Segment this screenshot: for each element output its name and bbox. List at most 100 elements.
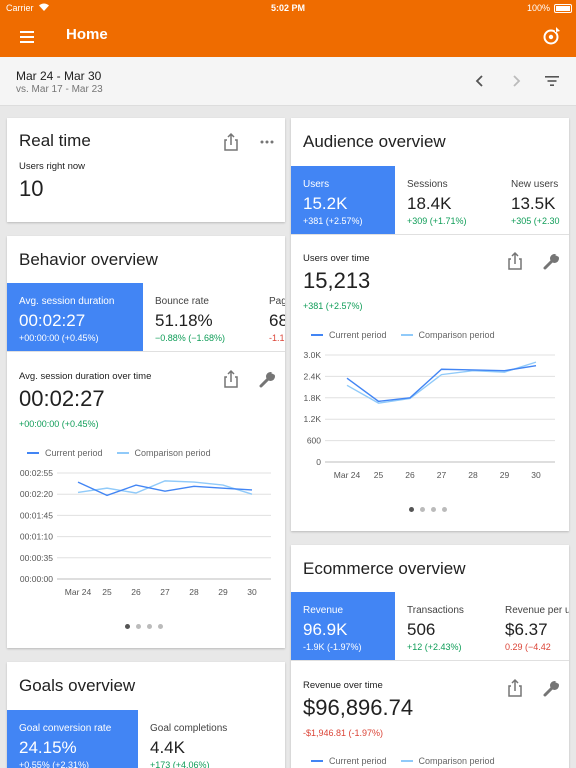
chart-delta: -$1,946.81 (-1.97%): [303, 728, 384, 738]
metric-delta: 0.29 (−4.42: [505, 642, 551, 652]
metric-value: 00:02:27: [19, 311, 86, 330]
filter-icon[interactable]: [540, 69, 564, 93]
pager-dot[interactable]: [431, 507, 436, 512]
metric-goal-conversion-rate[interactable]: Goal conversion rate 24.15% +0.55% (+2.3…: [7, 710, 138, 768]
pager-dot[interactable]: [136, 624, 141, 629]
share-icon[interactable]: [504, 677, 526, 699]
metric-value: 18.4K: [407, 194, 452, 213]
status-time: 5:02 PM: [270, 3, 305, 13]
audience-metrics-row: Users 15.2K +381 (+2.57%) Sessions 18.4K…: [291, 166, 569, 234]
metric-label: Revenue per u: [505, 605, 569, 616]
y-tick-label: 00:01:45: [20, 510, 53, 520]
legend-swatch: [400, 760, 413, 762]
metric-delta: +173 (+4.06%): [150, 760, 210, 768]
legend-swatch: [400, 334, 413, 336]
legend-swatch: [311, 334, 323, 336]
share-icon[interactable]: [504, 250, 526, 272]
users-over-time-chart: 0 600 1.2K 1.8K 2.4K 3.0K Mar 24 25 26 27 28 29 30: [304, 350, 555, 480]
pager-dot[interactable]: [158, 624, 163, 629]
share-icon[interactable]: [220, 131, 242, 153]
real-time-title: Real time: [19, 131, 91, 150]
pager-dot[interactable]: [125, 624, 130, 629]
metric-value: 51.18%: [155, 311, 213, 330]
share-icon[interactable]: [220, 368, 242, 390]
legend-label: Current period: [329, 756, 387, 766]
x-tick-label: 29: [500, 470, 510, 480]
wrench-icon[interactable]: [540, 677, 562, 699]
pager-dot[interactable]: [420, 507, 425, 512]
metric-delta: +00:00:00 (+0.45%): [19, 333, 99, 343]
status-bar: Carrier 5:02 PM 100%: [0, 0, 576, 17]
chart-label: Revenue over time: [303, 680, 383, 691]
metric-delta: -1.9K (-1.97%): [303, 642, 362, 652]
ecommerce-overview-title: Ecommerce overview: [303, 559, 466, 578]
legend-swatch: [27, 452, 39, 454]
metric-avg-session-duration[interactable]: Avg. session duration 00:02:27 +00:00:00…: [7, 283, 143, 351]
legend-label: Comparison period: [418, 756, 495, 766]
metric-goal-completions[interactable]: Goal completions 4.4K +173 (+4.06%): [138, 710, 285, 768]
metric-pages[interactable]: Pag 68 -1.1: [257, 283, 285, 351]
avg-session-duration-chart: 00:00:00 00:00:35 00:01:10 00:01:45 00:02:20…: [20, 468, 271, 597]
chart-label: Avg. session duration over time: [19, 371, 152, 382]
metric-label: New users: [511, 179, 559, 190]
metric-revenue-per-user[interactable]: Revenue per u $6.37 0.29 (−4.42: [493, 592, 569, 660]
refresh-icon[interactable]: [538, 24, 564, 50]
pager-dot[interactable]: [409, 507, 414, 512]
pager-dots: [125, 624, 163, 629]
menu-icon[interactable]: [14, 26, 40, 48]
series-line-current: [346, 365, 537, 403]
x-tick-label: 27: [437, 470, 447, 480]
date-range-comparison: vs. Mar 17 - Mar 23: [16, 84, 103, 95]
real-time-card: Real time Users right now 10: [7, 118, 285, 222]
behavior-overview-card: Behavior overview Avg. session duration …: [7, 236, 285, 648]
metric-delta: +0.55% (+2.31%): [19, 760, 90, 768]
divider: [291, 660, 569, 661]
metric-revenue[interactable]: Revenue 96.9K -1.9K (-1.97%): [291, 592, 395, 660]
date-range-current[interactable]: Mar 24 - Mar 30: [16, 69, 102, 83]
metric-label: Bounce rate: [155, 296, 209, 307]
chevron-right-icon[interactable]: [504, 69, 528, 93]
behavior-overview-title: Behavior overview: [19, 250, 158, 269]
legend-label: Current period: [45, 448, 103, 458]
wrench-icon[interactable]: [540, 250, 562, 272]
users-right-now-label: Users right now: [19, 161, 85, 172]
chart-legend: Current period Comparison period: [311, 330, 495, 340]
metric-sessions[interactable]: Sessions 18.4K +309 (+1.71%): [395, 166, 499, 234]
pager-dots: [409, 507, 447, 512]
ecommerce-overview-card: Ecommerce overview Revenue 96.9K -1.9K (…: [291, 545, 569, 768]
page-title: Home: [66, 26, 108, 43]
pager-dot[interactable]: [147, 624, 152, 629]
legend-comparison: Comparison period: [116, 448, 211, 458]
series-line-comparison: [346, 361, 537, 404]
x-tick-label: 28: [189, 587, 199, 597]
x-tick-label: 28: [468, 470, 478, 480]
wifi-icon: [38, 2, 50, 14]
x-tick-label: 29: [218, 587, 228, 597]
legend-comparison: Comparison period: [400, 330, 495, 340]
legend-current: Current period: [311, 756, 387, 766]
wrench-icon[interactable]: [256, 368, 278, 390]
y-tick-label: 1.8K: [304, 393, 322, 403]
metric-transactions[interactable]: Transactions 506 +12 (+2.43%): [395, 592, 493, 660]
audience-overview-title: Audience overview: [303, 132, 446, 151]
goals-overview-title: Goals overview: [19, 676, 136, 695]
y-tick-label: 00:00:35: [20, 553, 53, 563]
metric-new-users[interactable]: New users 13.5K +305 (+2.30: [499, 166, 569, 234]
x-tick-label: 30: [247, 587, 257, 597]
carrier-label: Carrier: [6, 3, 34, 13]
metric-value: 68: [269, 311, 285, 330]
metric-label: Goal completions: [150, 723, 228, 734]
ecommerce-metrics-row: Revenue 96.9K -1.9K (-1.97%) Transaction…: [291, 592, 569, 660]
pager-dot[interactable]: [442, 507, 447, 512]
metric-label: Revenue: [303, 605, 344, 616]
x-tick-label: 26: [405, 470, 415, 480]
metric-label: Goal conversion rate: [19, 723, 112, 734]
metric-users[interactable]: Users 15.2K +381 (+2.57%): [291, 166, 395, 234]
chevron-left-icon[interactable]: [468, 69, 492, 93]
more-options-icon[interactable]: [256, 131, 278, 153]
legend-label: Current period: [329, 330, 387, 340]
y-tick-label: 00:00:00: [20, 574, 53, 584]
metric-bounce-rate[interactable]: Bounce rate 51.18% −0.88% (−1.68%): [143, 283, 255, 351]
y-tick-label: 00:02:55: [20, 468, 53, 478]
chart-value: 00:02:27: [19, 386, 105, 411]
